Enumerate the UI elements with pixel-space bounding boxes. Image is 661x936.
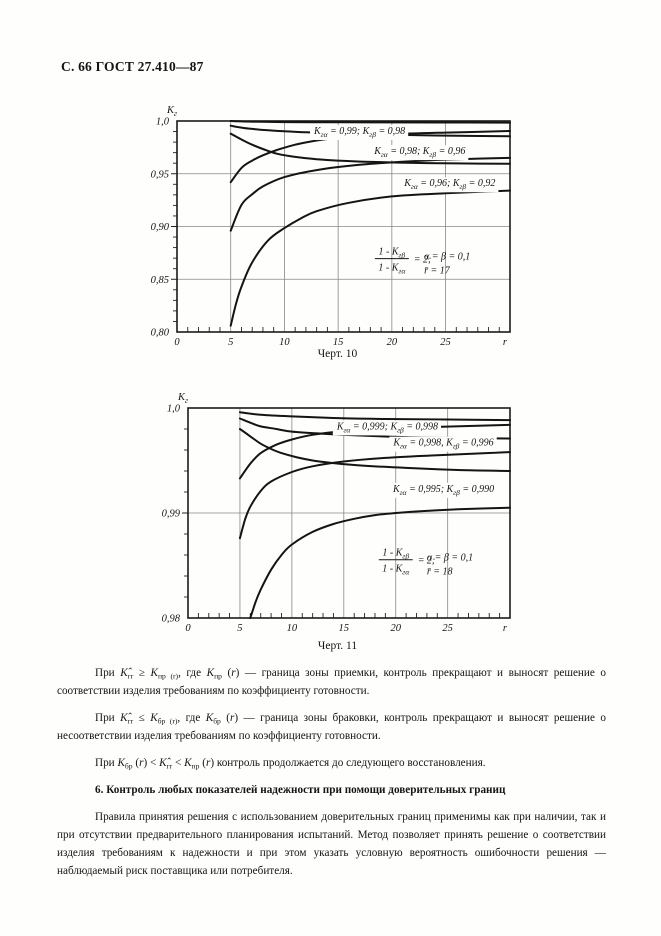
chart-11: 0,98 0,99 1,0 0 5 10 15 20 25 r Кг Кгα = 0,999; Кгβ…	[162, 392, 511, 634]
svg-text:1 - Кгβ: 1 - Кгβ	[382, 548, 409, 561]
chart-10: 0,80 0,85 0,90 0,95 1,0 0 5 10 15 20 25 r Кг Кгα = 0,…	[151, 105, 511, 348]
svg-text:0,98: 0,98	[162, 614, 181, 625]
svg-text:25: 25	[440, 337, 451, 348]
svg-text:5: 5	[237, 623, 242, 634]
svg-text:10: 10	[287, 623, 298, 634]
svg-text:10: 10	[279, 337, 290, 348]
paragraph-rejection: При К̂гr ≤ Кбр (r), где Кбр (r) — границ…	[57, 712, 607, 742]
page-header: С. 66 ГОСТ 27.410—87	[61, 59, 204, 74]
svg-text:5: 5	[228, 337, 233, 348]
chart-11-caption: Черт. 11	[317, 640, 358, 652]
svg-text:Кг: Кг	[166, 105, 177, 118]
svg-text:1 - Кгα: 1 - Кгα	[378, 263, 406, 276]
svg-text:α = β = 0,1: α = β = 0,1	[424, 252, 470, 263]
svg-text:r: r	[503, 337, 508, 348]
svg-text:0,99: 0,99	[162, 509, 181, 520]
svg-text:1,0: 1,0	[156, 117, 170, 128]
svg-text:20: 20	[390, 623, 401, 634]
paragraph-acceptance: При К̂гr ≥ Кпр (r), где Кпр (r) — границ…	[57, 667, 606, 697]
svg-text:0,95: 0,95	[151, 169, 169, 180]
svg-text:Кгα = 0,96; Кгβ = 0,92: Кгα = 0,96; Кгβ = 0,92	[403, 178, 495, 191]
svg-text:Кг: Кг	[177, 392, 188, 405]
svg-text:r̄ = 18: r̄ = 18	[427, 567, 453, 578]
svg-text:0,85: 0,85	[151, 275, 169, 286]
svg-text:Кгα = 0,995; Кгβ = 0,990: Кгα = 0,995; Кгβ = 0,990	[392, 484, 494, 497]
svg-text:= 2;: = 2;	[414, 255, 432, 266]
svg-text:1 - Кгβ: 1 - Кгβ	[379, 247, 406, 260]
svg-text:20: 20	[387, 337, 398, 348]
chart-10-caption: Черт. 10	[317, 348, 358, 360]
svg-text:0,90: 0,90	[151, 222, 170, 233]
paragraph-continue: При Кбр (r) < К̂гr < Кпр (r) контроль пр…	[95, 757, 486, 771]
svg-text:r̄ = 17: r̄ = 17	[424, 266, 451, 277]
svg-text:15: 15	[333, 337, 344, 348]
svg-text:Кгα = 0,99; Кгβ = 0,98: Кгα = 0,99; Кгβ = 0,98	[313, 126, 405, 139]
svg-text:α = β = 0,1: α = β = 0,1	[427, 553, 473, 564]
svg-text:25: 25	[442, 623, 453, 634]
svg-text:0: 0	[185, 623, 191, 634]
svg-text:= 2;: = 2;	[418, 556, 436, 567]
svg-text:Кгα = 0,998, Кгβ = 0,996: Кгα = 0,998, Кгβ = 0,996	[392, 438, 493, 451]
svg-text:0,80: 0,80	[151, 328, 170, 339]
svg-text:r: r	[503, 623, 508, 634]
body-text: При К̂гr ≥ Кпр (r), где Кпр (r) — границ…	[57, 664, 606, 889]
svg-text:Кгα = 0,999; Кгβ = 0,998: Кгα = 0,999; Кгβ = 0,998	[336, 421, 438, 434]
svg-text:1 - Кгα: 1 - Кгα	[382, 564, 410, 577]
section-heading: 6. Контроль любых показателей надежности…	[95, 784, 506, 796]
svg-text:0: 0	[174, 337, 180, 348]
svg-text:15: 15	[339, 623, 350, 634]
svg-text:Кгα = 0,98; Кгβ = 0,96: Кгα = 0,98; Кгβ = 0,96	[373, 146, 465, 159]
svg-text:1,0: 1,0	[167, 404, 181, 415]
paragraph-confidence-rules: Правила принятия решения с использование…	[57, 811, 606, 877]
